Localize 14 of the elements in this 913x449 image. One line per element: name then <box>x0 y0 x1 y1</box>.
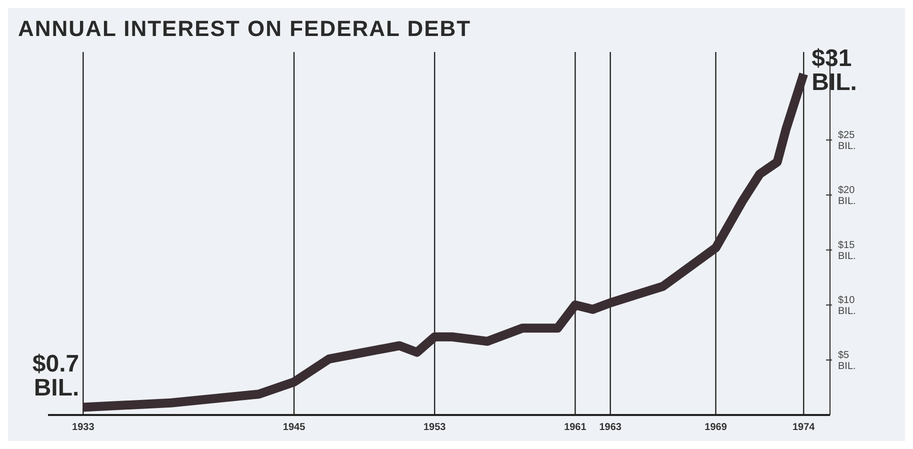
x-tick-label: 1953 <box>423 422 446 433</box>
x-tick-label: 1961 <box>564 422 587 433</box>
annotation: $0.7 BIL. <box>32 350 80 402</box>
x-tick-label: 1963 <box>599 422 622 433</box>
chart-title: ANNUAL INTEREST ON FEDERAL DEBT <box>18 16 472 41</box>
x-tick-label: 1974 <box>792 422 816 433</box>
y-tick-label: $10 BIL. <box>838 295 856 317</box>
y-tick-label: $20 BIL. <box>838 185 856 207</box>
y-tick-label: $25 BIL. <box>838 130 856 152</box>
y-tick-label: $15 BIL. <box>838 240 856 262</box>
x-tick-label: 1945 <box>282 422 306 433</box>
y-tick-label: $5 BIL. <box>838 350 856 372</box>
x-tick-label: 1969 <box>704 422 728 433</box>
x-tick-label: 1933 <box>72 422 95 433</box>
